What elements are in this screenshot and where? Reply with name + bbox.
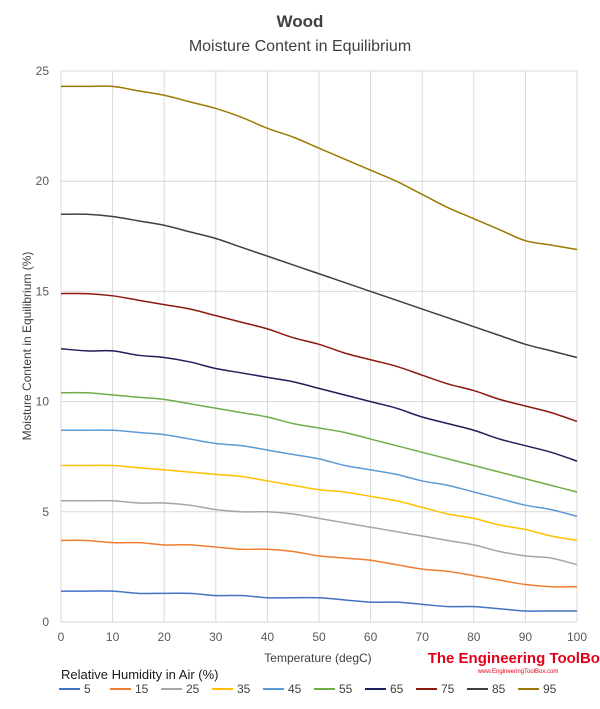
legend-label-rh-75: 75 — [441, 682, 455, 696]
series-line-rh-15 — [60, 539, 578, 588]
x-tick-label: 0 — [58, 630, 65, 644]
legend-label-rh-95: 95 — [543, 682, 557, 696]
x-tick-label: 10 — [106, 630, 120, 644]
x-tick-label: 80 — [467, 630, 481, 644]
series-line-rh-35 — [61, 464, 578, 542]
x-tick-label: 30 — [209, 630, 223, 644]
y-tick-label: 5 — [42, 505, 49, 519]
legend-label-rh-5: 5 — [84, 682, 91, 696]
legend: 5 15 25 35 45 55 65 75 85 95 — [59, 682, 557, 696]
x-axis-label: Temperature (degC) — [264, 651, 371, 665]
y-tick-labels: 0 5 10 15 20 25 — [36, 64, 50, 629]
y-tick-label: 15 — [36, 284, 50, 298]
series-line-rh-45 — [61, 429, 578, 517]
x-tick-label: 40 — [261, 630, 275, 644]
x-tick-label: 70 — [416, 630, 430, 644]
series-line-rh-75 — [60, 292, 578, 423]
watermark-url: www.EngineeringToolBox.com — [477, 669, 559, 675]
legend-label-rh-55: 55 — [339, 682, 353, 696]
series-line-rh-95 — [61, 85, 578, 251]
series-line-rh-85 — [60, 213, 578, 359]
legend-label-rh-35: 35 — [237, 682, 251, 696]
y-tick-label: 25 — [36, 64, 50, 78]
series-line-rh-25 — [61, 499, 578, 566]
series-line-rh-5 — [60, 590, 577, 612]
legend-label-rh-25: 25 — [186, 682, 200, 696]
chart-title: Wood — [277, 12, 324, 31]
x-tick-label: 90 — [519, 630, 533, 644]
y-tick-label: 10 — [36, 395, 50, 409]
x-tick-label: 50 — [312, 630, 326, 644]
gridlines — [60, 70, 578, 623]
legend-title: Relative Humidity in Air (%) — [61, 667, 219, 682]
series-lines — [60, 85, 578, 612]
x-tick-labels: 0 10 20 30 40 50 60 70 80 90 100 — [58, 630, 588, 644]
x-tick-label: 60 — [364, 630, 378, 644]
x-tick-label: 20 — [158, 630, 172, 644]
legend-label-rh-65: 65 — [390, 682, 404, 696]
legend-label-rh-85: 85 — [492, 682, 506, 696]
y-tick-label: 20 — [36, 174, 50, 188]
watermark-brand: The Engineering ToolBox — [428, 650, 600, 667]
legend-label-rh-45: 45 — [288, 682, 302, 696]
y-axis-label: Moisture Content in Equilibrium (%) — [20, 252, 34, 441]
series-line-rh-65 — [60, 347, 578, 462]
watermark: The Engineering ToolBox www.EngineeringT… — [428, 650, 600, 675]
chart-subtitle: Moisture Content in Equilibrium — [189, 38, 411, 55]
y-tick-label: 0 — [42, 615, 49, 629]
series-line-rh-55 — [60, 391, 578, 493]
x-tick-label: 100 — [567, 630, 587, 644]
legend-label-rh-15: 15 — [135, 682, 149, 696]
